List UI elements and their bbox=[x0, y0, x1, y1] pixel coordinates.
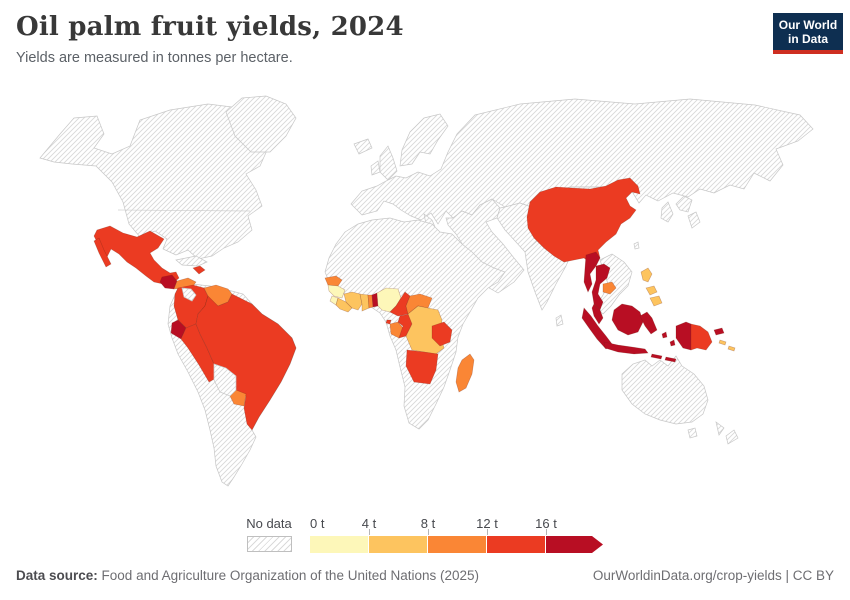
page-subtitle: Yields are measured in tonnes per hectar… bbox=[16, 50, 293, 66]
region-australia bbox=[621, 355, 709, 425]
legend-bin-12-16[interactable] bbox=[487, 536, 545, 553]
island-new-britain[interactable] bbox=[713, 327, 725, 336]
world-map bbox=[39, 95, 814, 487]
attribution-link[interactable]: OurWorldinData.org/crop-yields | CC BY bbox=[592, 568, 834, 583]
country-philippines-visayas[interactable] bbox=[645, 285, 658, 296]
region-tasmania bbox=[687, 427, 698, 439]
region-japan-north bbox=[675, 195, 693, 213]
legend-tick-16: 16 t bbox=[535, 516, 557, 531]
country-solomon-islands-east[interactable] bbox=[727, 345, 736, 352]
country-ecuador[interactable] bbox=[170, 319, 187, 340]
no-data-swatch[interactable] bbox=[247, 536, 292, 552]
data-source: Data source: Food and Agriculture Organi… bbox=[16, 568, 479, 583]
region-nicaragua bbox=[181, 287, 197, 302]
country-brazil[interactable] bbox=[195, 293, 297, 431]
country-papua-new-guinea[interactable] bbox=[690, 323, 713, 351]
country-thailand[interactable] bbox=[591, 263, 611, 311]
legend-bin-4-8[interactable] bbox=[369, 536, 427, 553]
island-maluku-south[interactable] bbox=[669, 339, 676, 347]
region-bolivia bbox=[213, 363, 237, 397]
legend-tick-mark bbox=[369, 529, 370, 535]
island-maluku-north[interactable] bbox=[661, 331, 668, 339]
country-drc[interactable] bbox=[405, 305, 445, 355]
legend-tick-12: 12 t bbox=[476, 516, 498, 531]
region-ireland bbox=[370, 160, 381, 176]
owid-logo-line2: in Data bbox=[787, 32, 828, 46]
region-taiwan bbox=[633, 241, 640, 250]
country-malaysia-peninsula[interactable] bbox=[591, 303, 604, 325]
legend-tick-mark bbox=[428, 529, 429, 535]
island-lesser-sunda-east[interactable] bbox=[664, 356, 677, 363]
us-canada-border bbox=[117, 209, 251, 212]
island-lesser-sunda-west[interactable] bbox=[650, 353, 663, 360]
region-eurasia bbox=[350, 98, 814, 225]
country-philippines-mindanao[interactable] bbox=[649, 295, 663, 307]
no-data-enclaves bbox=[181, 287, 237, 397]
country-cambodia[interactable] bbox=[602, 281, 617, 295]
country-ghana[interactable] bbox=[359, 293, 370, 312]
map-legend: No data 0 t 4 t 8 t 12 t 16 t bbox=[246, 516, 806, 556]
country-senegal[interactable] bbox=[324, 275, 343, 287]
region-iceland bbox=[353, 138, 373, 155]
region-sri-lanka bbox=[555, 314, 564, 327]
owid-logo-line1: Our World bbox=[778, 18, 838, 32]
data-source-label: Data source: bbox=[16, 568, 98, 583]
owid-logo-accent-bar bbox=[773, 50, 843, 54]
owid-logo[interactable]: Our World in Data bbox=[773, 13, 843, 54]
country-philippines-luzon[interactable] bbox=[640, 267, 653, 283]
country-mexico[interactable] bbox=[93, 225, 180, 285]
data-source-text: Food and Agriculture Organization of the… bbox=[101, 568, 480, 583]
no-data-label: No data bbox=[246, 516, 292, 531]
world-map-container bbox=[0, 92, 850, 502]
region-uk bbox=[379, 145, 398, 181]
legend-tick-8: 8 t bbox=[420, 516, 436, 531]
legend-tick-0: 0 t bbox=[310, 516, 325, 531]
legend-tick-mark bbox=[546, 529, 547, 535]
region-new-zealand-south bbox=[725, 429, 739, 445]
legend-bin-8-12[interactable] bbox=[428, 536, 486, 553]
country-angola[interactable] bbox=[405, 349, 439, 385]
region-japan-south bbox=[687, 211, 701, 229]
country-mexico-baja[interactable] bbox=[93, 237, 112, 268]
legend-tick-4: 4 t bbox=[361, 516, 377, 531]
no-data-landmasses bbox=[39, 95, 814, 487]
country-equatorial-guinea[interactable] bbox=[385, 319, 392, 325]
data-countries bbox=[93, 177, 736, 431]
legend-bin-0-4[interactable] bbox=[310, 536, 368, 553]
country-tanzania[interactable] bbox=[431, 321, 453, 347]
country-central-african-republic[interactable] bbox=[405, 293, 433, 315]
country-dominican-republic[interactable] bbox=[192, 265, 206, 275]
region-korea bbox=[660, 201, 674, 223]
legend-bin-16-plus[interactable] bbox=[546, 536, 603, 553]
island-papua-indonesia[interactable] bbox=[675, 321, 692, 351]
region-greenland bbox=[225, 95, 297, 153]
island-borneo[interactable] bbox=[611, 303, 644, 336]
region-scandinavia bbox=[399, 113, 449, 167]
region-new-zealand-north bbox=[715, 421, 725, 436]
island-sulawesi[interactable] bbox=[639, 311, 658, 335]
legend-scale: 0 t 4 t 8 t 12 t 16 t bbox=[310, 516, 610, 556]
country-guinea[interactable] bbox=[327, 284, 346, 299]
region-cuba bbox=[175, 255, 208, 267]
region-north-america bbox=[39, 103, 269, 260]
country-madagascar[interactable] bbox=[455, 353, 475, 393]
legend-tick-mark bbox=[487, 529, 488, 535]
country-china[interactable] bbox=[526, 177, 641, 265]
country-solomon-islands-west[interactable] bbox=[718, 339, 727, 346]
island-java[interactable] bbox=[603, 341, 649, 355]
page-title: Oil palm fruit yields, 2024 bbox=[16, 12, 404, 42]
country-myanmar[interactable] bbox=[583, 251, 601, 293]
